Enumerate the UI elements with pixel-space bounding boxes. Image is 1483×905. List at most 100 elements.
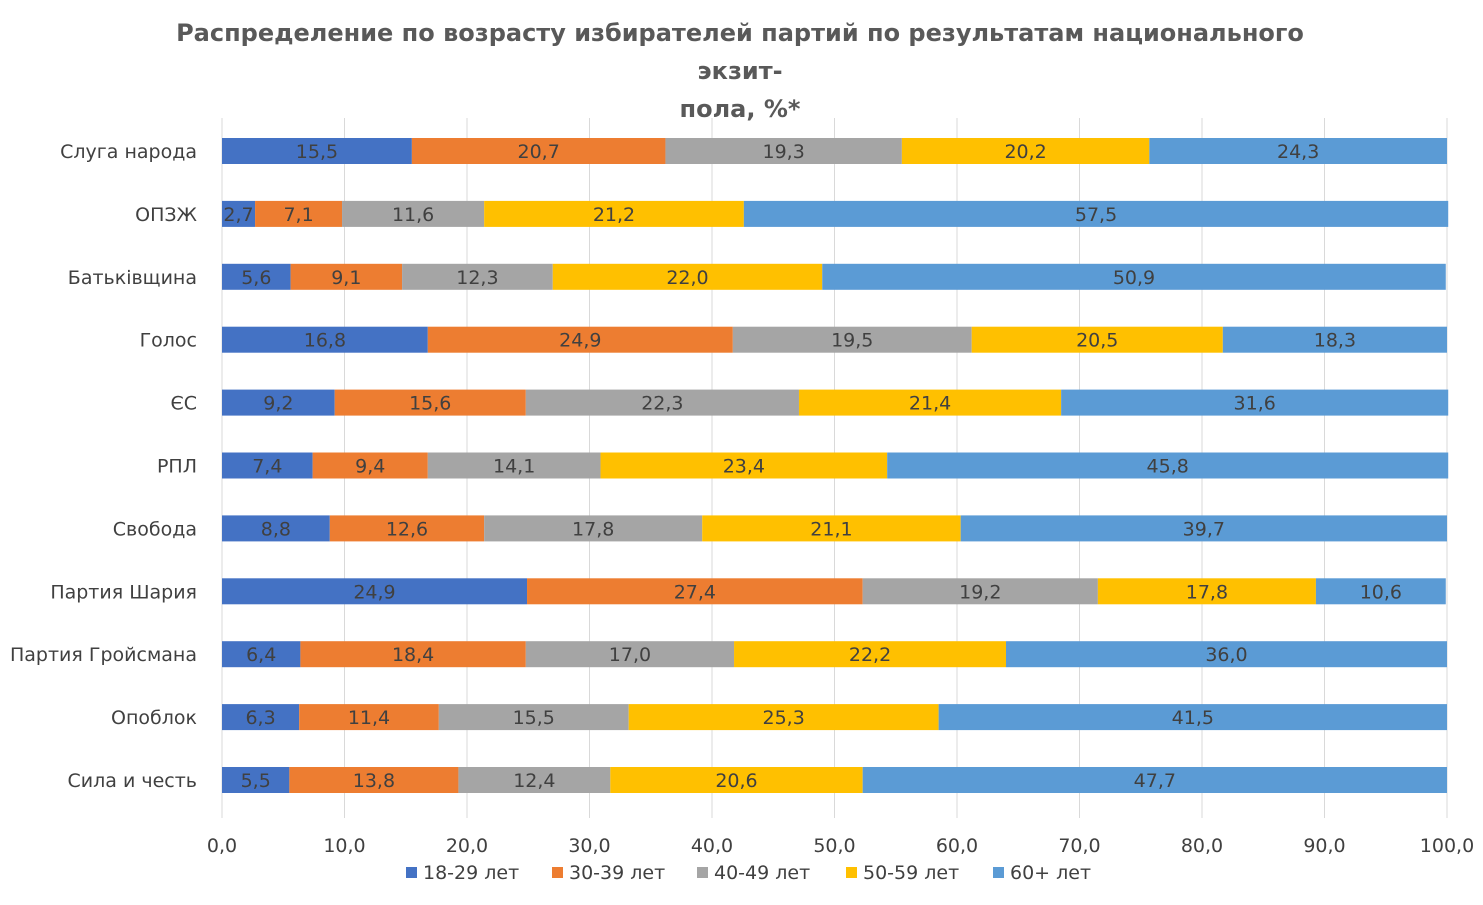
x-tick-label: 90,0 [1303, 835, 1345, 857]
data-label: 9,4 [355, 456, 385, 478]
category-label: Опоблок [111, 707, 197, 729]
data-label: 20,6 [715, 770, 757, 792]
bar-segment [610, 767, 863, 793]
data-label: 18,4 [392, 644, 434, 666]
bar-segment [312, 452, 428, 479]
data-label: 11,4 [348, 707, 390, 729]
category-label: Партия Шария [50, 581, 197, 603]
bar-segment [290, 263, 403, 290]
data-label: 13,8 [353, 770, 395, 792]
x-tick-label: 80,0 [1181, 835, 1223, 857]
bar-segment [1315, 578, 1446, 605]
bar-segment [222, 138, 412, 164]
data-label: 6,3 [245, 707, 275, 729]
legend-swatch [552, 867, 563, 878]
data-label: 45,8 [1147, 456, 1189, 478]
bar-segment [822, 263, 1446, 290]
x-tick-label: 50,0 [813, 835, 855, 857]
bar-segment [222, 326, 428, 353]
category-label: Свобода [113, 518, 197, 540]
bar-segment [862, 578, 1098, 605]
x-tick-label: 0,0 [207, 835, 237, 857]
chart-title-line-1: Распределение по возрасту избирателей па… [176, 19, 1304, 85]
bar-segment [665, 138, 902, 164]
bar-segment [901, 138, 1150, 164]
bar-segment [427, 326, 733, 353]
data-label: 17,8 [1186, 581, 1228, 603]
bar-segment [862, 767, 1447, 793]
bar-segment [222, 641, 301, 668]
data-label: 36,0 [1205, 644, 1247, 666]
data-label: 6,4 [246, 644, 276, 666]
data-label: 18,3 [1314, 330, 1356, 352]
legend-label: 40-49 лет [714, 862, 810, 884]
data-label: 9,1 [331, 267, 361, 289]
data-label: 20,7 [518, 141, 560, 163]
legend-label: 30-39 лет [569, 862, 665, 884]
x-tick-label: 40,0 [691, 835, 733, 857]
bar-segment [222, 263, 291, 290]
data-label: 22,2 [849, 644, 891, 666]
category-label: Слуга народа [60, 141, 197, 163]
data-label: 21,1 [810, 518, 852, 540]
data-label: 21,2 [593, 204, 635, 226]
bar-segment [484, 200, 744, 227]
data-label: 25,3 [763, 707, 805, 729]
bar-segment [960, 515, 1447, 542]
bar-segment [525, 389, 799, 416]
bar-segment [438, 704, 629, 731]
data-label: 8,8 [261, 518, 291, 540]
bar-segment [552, 263, 823, 290]
x-tick-label: 70,0 [1058, 835, 1100, 857]
data-label: 19,2 [959, 581, 1001, 603]
bar-segment [1097, 578, 1316, 605]
data-label: 47,7 [1134, 770, 1176, 792]
data-label: 17,0 [609, 644, 651, 666]
legend-swatch [406, 867, 417, 878]
data-label: 41,5 [1172, 707, 1214, 729]
data-label: 17,8 [572, 518, 614, 540]
category-label: Сила и честь [68, 770, 197, 792]
category-label: РПЛ [157, 456, 197, 478]
data-label: 2,7 [223, 204, 253, 226]
x-tick-label: 100,0 [1420, 835, 1474, 857]
data-label: 12,4 [513, 770, 555, 792]
data-label: 24,3 [1277, 141, 1319, 163]
bar-segment [222, 515, 330, 542]
bar-segment [402, 263, 553, 290]
data-label: 5,6 [241, 267, 271, 289]
x-tick-label: 10,0 [323, 835, 365, 857]
data-label: 20,2 [1004, 141, 1046, 163]
bar-segment [484, 515, 703, 542]
data-label: 20,5 [1076, 330, 1118, 352]
data-label: 24,9 [353, 581, 395, 603]
bar-segment [222, 704, 300, 731]
legend-label: 50-59 лет [863, 862, 959, 884]
data-label: 57,5 [1075, 204, 1117, 226]
bar-segment [1006, 641, 1447, 668]
data-label: 16,8 [304, 330, 346, 352]
chart-title: Распределение по возрасту избирателей па… [160, 14, 1320, 128]
data-label: 14,1 [493, 456, 535, 478]
data-label: 15,5 [296, 141, 338, 163]
bar-segment [702, 515, 961, 542]
data-label: 22,3 [641, 393, 683, 415]
data-label: 23,4 [723, 456, 765, 478]
x-tick-label: 60,0 [936, 835, 978, 857]
data-label: 27,4 [674, 581, 716, 603]
bar-segment [342, 200, 485, 227]
bar-segment [938, 704, 1447, 731]
data-label: 11,6 [392, 204, 434, 226]
data-label: 50,9 [1113, 267, 1155, 289]
legend-swatch [993, 867, 1004, 878]
bar-segment [458, 767, 611, 793]
data-label: 22,0 [666, 267, 708, 289]
bar-segment [334, 389, 526, 416]
bar-segment [1149, 138, 1447, 164]
x-tick-label: 30,0 [568, 835, 610, 857]
bar-segment [222, 452, 313, 479]
bar-segment [329, 515, 485, 542]
data-label: 19,5 [831, 330, 873, 352]
bar-segment [222, 389, 335, 416]
